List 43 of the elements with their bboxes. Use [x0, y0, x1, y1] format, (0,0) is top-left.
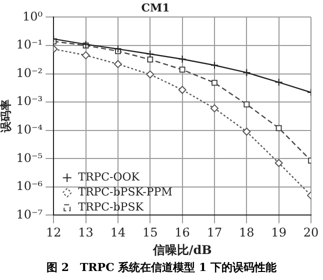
y-axis-title: 误码率	[0, 100, 12, 134]
y-tick-label: 10⁻⁷	[16, 207, 43, 222]
point	[210, 61, 218, 70]
x-tick-label: 14	[110, 226, 126, 240]
point	[147, 56, 154, 62]
point	[178, 55, 186, 64]
point	[114, 45, 122, 54]
point	[82, 40, 90, 48]
y-tick-label: 10⁻²	[16, 66, 43, 80]
x-tick-label: 20	[303, 226, 319, 240]
chart-title: CM1	[141, 1, 170, 14]
point	[210, 104, 218, 112]
y-tick-label: 10⁰	[22, 9, 43, 24]
point	[179, 66, 186, 73]
x-axis-title: 信噪比/dB	[152, 242, 212, 257]
caption: 图 2 TRPC 系统在信道模型 1 下的误码性能	[46, 260, 278, 275]
x-tick-label: 13	[78, 226, 94, 240]
x-tick-label: 19	[271, 226, 286, 240]
point	[82, 51, 90, 60]
point	[212, 80, 218, 86]
point	[276, 125, 282, 132]
legend-label: TRPC-OOK	[78, 170, 140, 184]
legend-label: TRPC-bPSK-PPM	[78, 186, 172, 199]
x-tick-label: 16	[174, 226, 190, 240]
y-tick-label: 10⁻¹	[16, 38, 43, 52]
legend-label: TRPC-bPSK	[78, 200, 144, 214]
x-tick-label: 12	[46, 226, 62, 240]
point	[274, 159, 283, 168]
y-tick-label: 10⁻⁵	[16, 150, 43, 165]
point	[274, 78, 283, 86]
point	[114, 60, 122, 68]
y-tick-label: 10⁻³	[16, 94, 43, 108]
point	[244, 101, 250, 108]
point	[242, 68, 251, 77]
point	[146, 50, 154, 58]
point	[242, 128, 251, 136]
y-tick-label: 10⁻⁶	[16, 179, 43, 194]
x-tick-label: 15	[142, 226, 158, 240]
point	[146, 70, 154, 78]
y-tick-label: 10⁻⁴	[16, 122, 43, 136]
x-tick-label: 17	[206, 226, 222, 240]
x-tick-label: 18	[239, 226, 254, 240]
point	[178, 86, 186, 94]
